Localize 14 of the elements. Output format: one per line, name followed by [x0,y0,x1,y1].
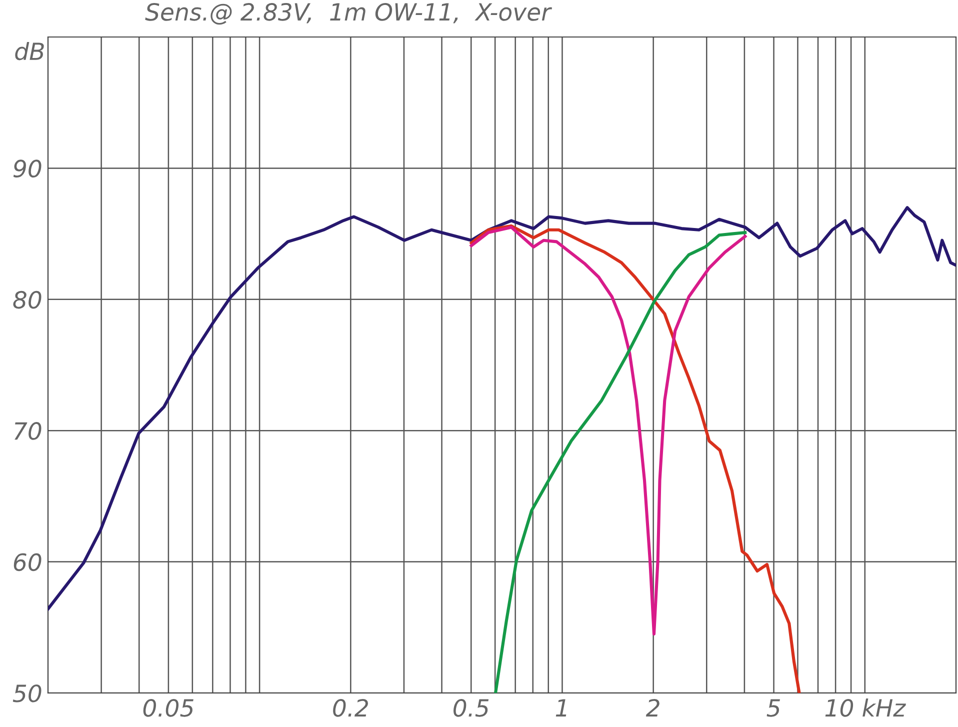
y-tick-label: 60 [14,553,42,572]
x-tick-label: 0.05 [143,698,194,717]
x-tick-label: 0.2 [333,698,368,717]
x-tick-label: 2 [646,698,660,716]
y-tick-label: 70 [14,422,42,440]
y-tick-label: 90 [13,160,42,178]
x-tick-label: 10 kHz [825,698,906,717]
y-tick-label: 50 [12,684,42,702]
x-tick-label: 1 [556,699,566,716]
x-tick-label: 0.5 [454,698,489,717]
x-tick-label: 5 [766,699,780,717]
y-axis-title: dB [15,42,44,60]
chart-title: Sens.@ 2.83V, 1m OW-11, X-over [145,2,552,25]
y-tick-label: 80 [13,290,42,309]
